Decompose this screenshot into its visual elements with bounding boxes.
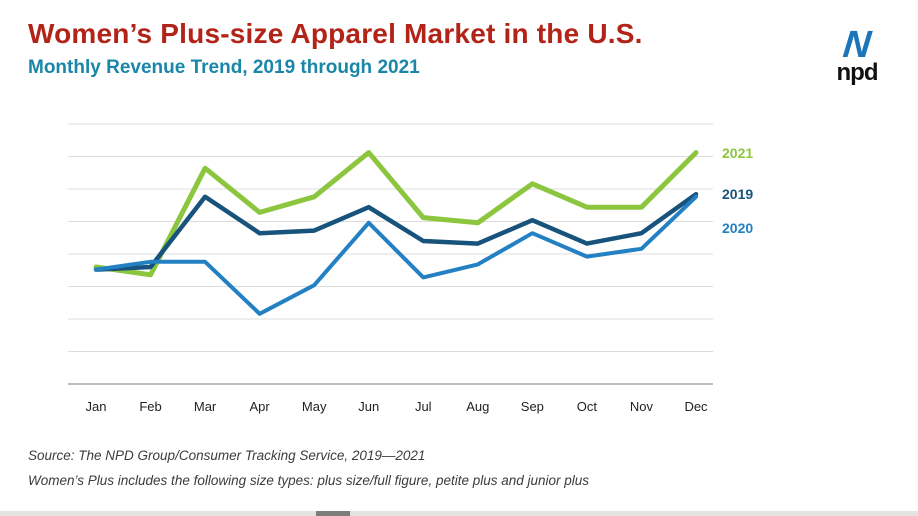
x-tick-label: Jan [85, 399, 107, 414]
x-tick-label: Aug [466, 399, 490, 414]
x-tick-label: Oct [576, 399, 598, 414]
x-tick-label: Mar [193, 399, 217, 414]
progress-mark [316, 511, 350, 516]
npd-logo: N npd [822, 24, 892, 86]
series-label-2021: 2021 [722, 144, 754, 161]
series-label-2019: 2019 [722, 186, 754, 203]
plot-area [68, 123, 713, 385]
npd-logo-icon: N [841, 24, 873, 66]
x-tick-label: Nov [629, 399, 654, 414]
page-title: Women’s Plus-size Apparel Market in the … [28, 18, 643, 49]
x-tick-label: May [301, 399, 327, 414]
video-progress-bar[interactable] [0, 511, 918, 516]
page-subtitle: Monthly Revenue Trend, 2019 through 2021 [28, 57, 420, 78]
size-types-note: Women’s Plus includes the following size… [28, 473, 590, 488]
x-tick-label: Dec [684, 399, 708, 414]
x-tick-label: Feb [139, 399, 162, 414]
series-line-2021 [93, 150, 699, 278]
series-line-2020 [94, 194, 698, 316]
line-chart: Jan Feb Mar Apr May Jun Jul Aug Sep Oct Nov Dec 202… [68, 118, 888, 418]
series-label-2020: 2020 [722, 220, 754, 237]
x-tick-label: Jul [414, 399, 432, 414]
chart-header: Women’s Plus-size Apparel Market in the … [28, 18, 643, 79]
x-tick-label: Jun [358, 399, 380, 414]
x-tick-label: Sep [520, 399, 544, 414]
npd-logo-text: npd [836, 59, 879, 86]
series-line-2019 [93, 191, 699, 272]
x-axis-labels: Jan Feb Mar Apr May Jun Jul Aug Sep Oct Nov Dec [68, 118, 728, 418]
source-note: Source: The NPD Group/Consumer Tracking … [28, 448, 426, 463]
chart-footnotes: Source: The NPD Group/Consumer Tracking … [28, 448, 589, 498]
x-tick-label: Apr [249, 399, 270, 414]
